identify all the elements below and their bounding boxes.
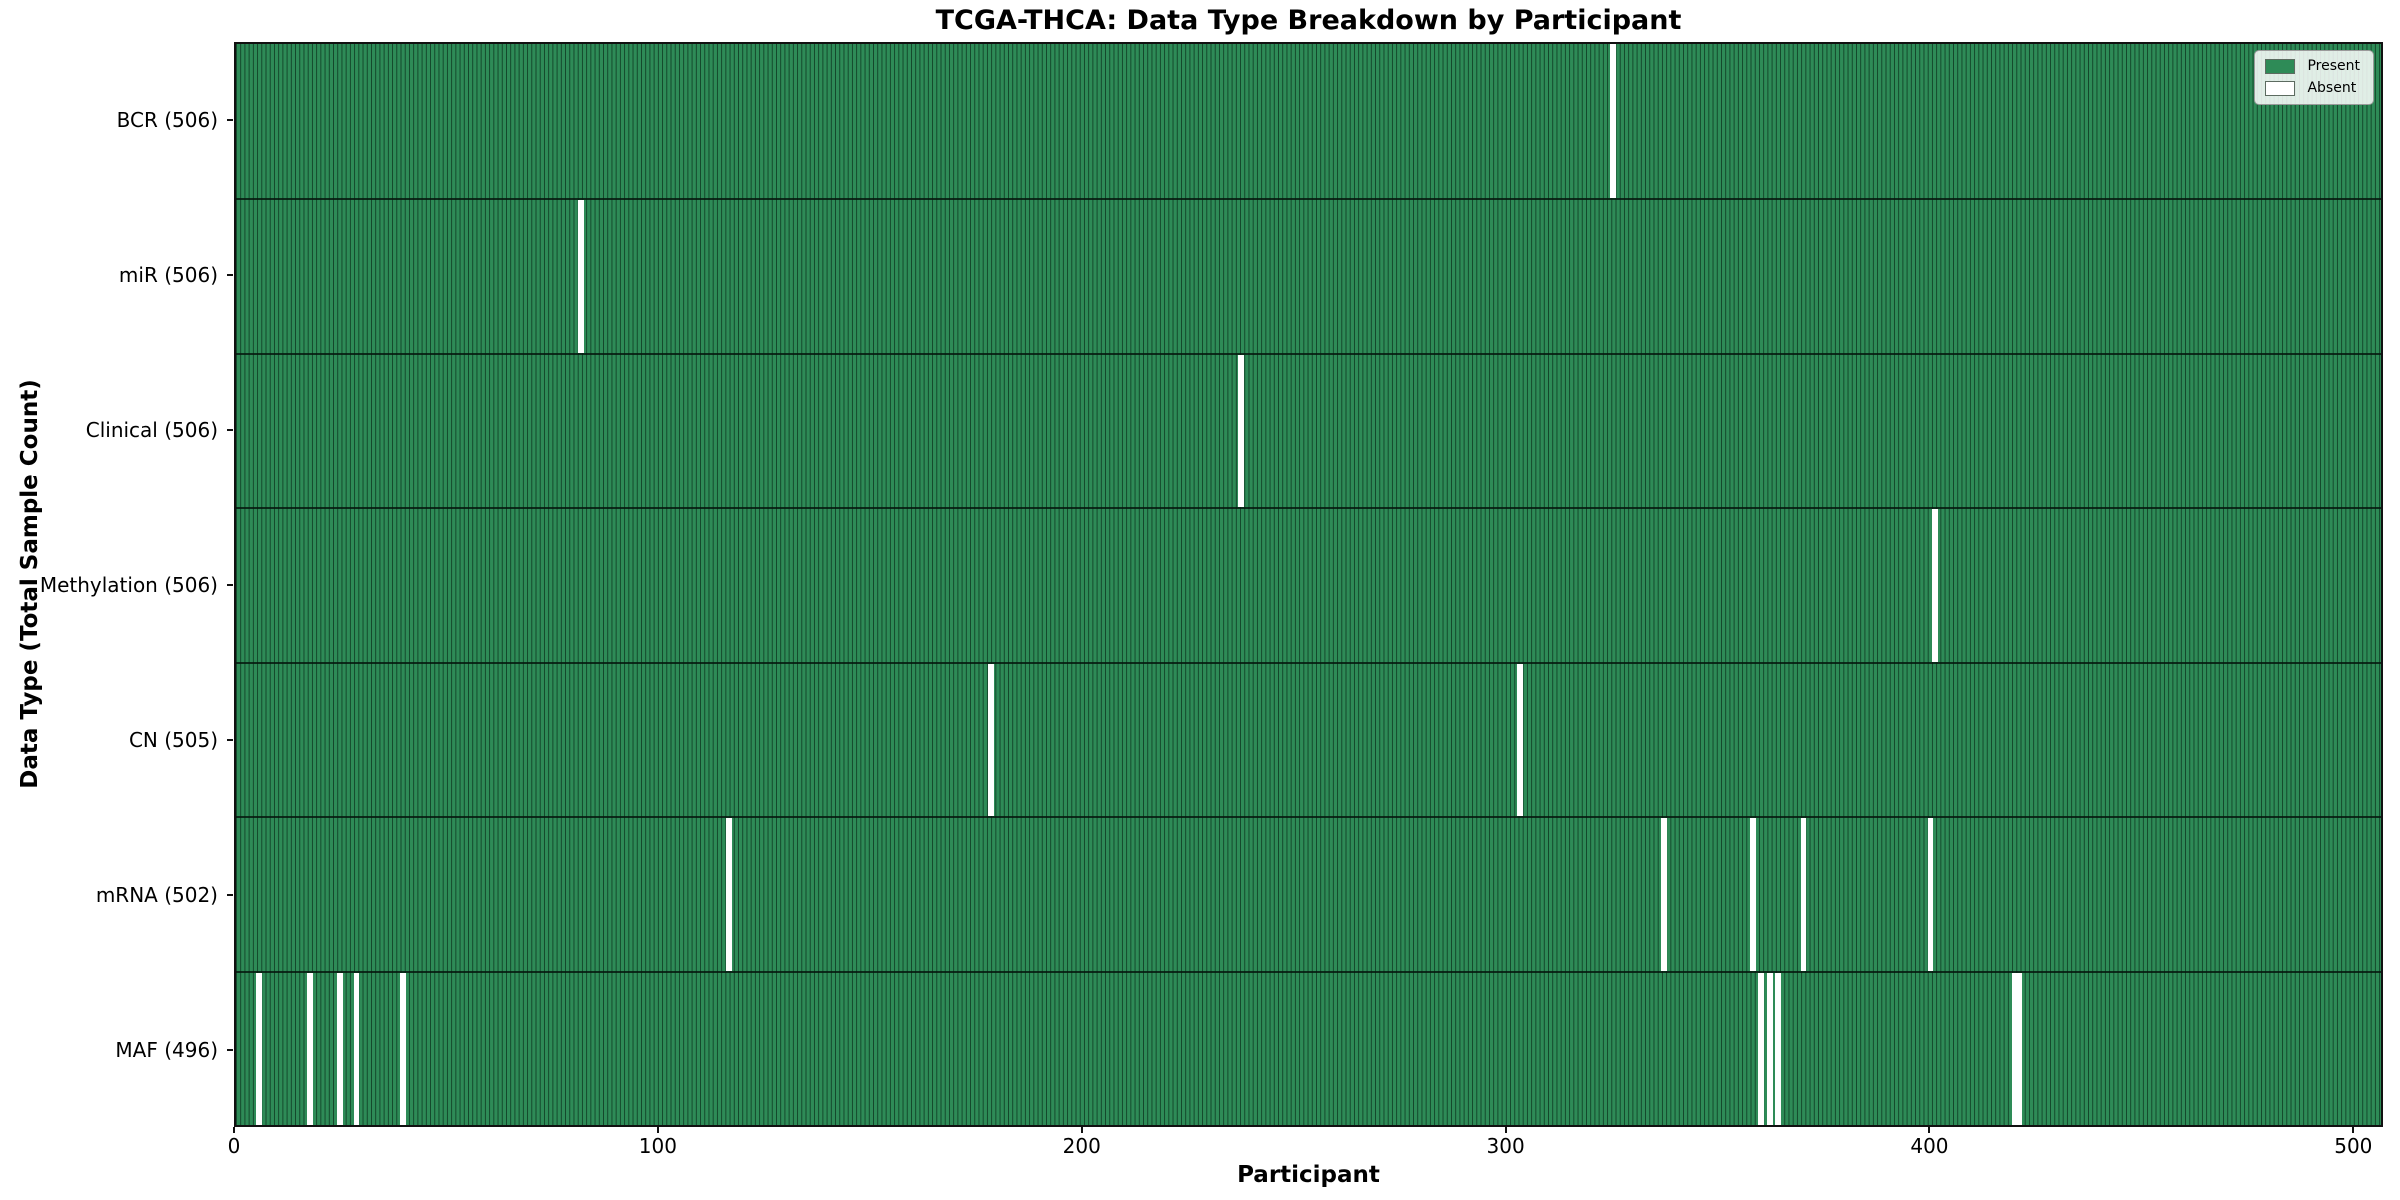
absent-cell xyxy=(577,200,584,353)
ytick-label-cn: CN (505) xyxy=(128,727,218,752)
xtick-mark xyxy=(1504,1127,1507,1133)
heatmap-row-bcr xyxy=(236,44,2381,199)
xtick-mark xyxy=(1928,1127,1931,1133)
legend: Present Absent xyxy=(2254,50,2374,105)
legend-label-absent: Absent xyxy=(2307,80,2357,96)
absent-cell xyxy=(1610,44,1616,199)
xtick-mark xyxy=(2352,1127,2355,1133)
absent-cell xyxy=(988,663,995,817)
ytick-label-mrna: mRNA (502) xyxy=(95,882,218,907)
xtick-label-500: 500 xyxy=(2334,1134,2373,1158)
absent-cell xyxy=(400,972,406,1125)
heatmap-row-mir xyxy=(236,198,2381,353)
xtick-label-0: 0 xyxy=(227,1134,241,1158)
ytick-mark xyxy=(227,738,233,741)
xtick-label-300: 300 xyxy=(1486,1134,1525,1158)
legend-entry-absent: Absent xyxy=(2265,81,2360,96)
heatmap-row-cn xyxy=(236,661,2381,817)
absent-cell xyxy=(1758,972,1765,1125)
heatmap-row-mrna xyxy=(236,816,2381,971)
legend-label-present: Present xyxy=(2307,58,2360,74)
absent-cell xyxy=(1766,972,1773,1125)
absent-cell xyxy=(1931,509,1938,662)
ytick-label-maf: MAF (496) xyxy=(115,1037,218,1062)
heatmap-row-methylation xyxy=(236,507,2381,662)
chart-title: TCGA-THCA: Data Type Breakdown by Partic… xyxy=(935,5,1682,36)
ytick-label-bcr: BCR (506) xyxy=(116,107,218,132)
ytick-mark xyxy=(227,893,233,896)
xtick-mark xyxy=(1080,1127,1083,1133)
legend-entry-present: Present xyxy=(2265,59,2360,74)
absent-cell xyxy=(307,972,313,1125)
xtick-mark xyxy=(656,1127,659,1133)
absent-swatch-icon xyxy=(2265,81,2296,96)
heatmap-row-clinical xyxy=(236,352,2381,508)
absent-cell xyxy=(1927,818,1934,971)
heatmap-row-maf xyxy=(236,970,2381,1125)
ytick-label-clinical: Clinical (506) xyxy=(85,417,218,442)
absent-cell xyxy=(1749,818,1756,971)
ytick-label-methylation: Methylation (506) xyxy=(39,572,218,597)
absent-cell xyxy=(1517,663,1523,817)
present-swatch-icon xyxy=(2265,59,2296,74)
ytick-label-mir: miR (506) xyxy=(118,262,218,287)
absent-cell xyxy=(2016,972,2023,1125)
absent-cell xyxy=(1661,818,1667,971)
xtick-label-200: 200 xyxy=(1062,1134,1101,1158)
absent-cell xyxy=(1775,972,1781,1125)
absent-cell xyxy=(256,972,263,1125)
ytick-mark xyxy=(227,583,233,586)
absent-cell xyxy=(726,818,732,971)
absent-cell xyxy=(2012,972,2018,1125)
xtick-label-400: 400 xyxy=(1910,1134,1949,1158)
ytick-mark xyxy=(227,273,233,276)
ytick-mark xyxy=(227,118,233,121)
absent-cell xyxy=(353,972,360,1125)
absent-cell xyxy=(336,972,343,1125)
ytick-mark xyxy=(227,1048,233,1051)
xtick-mark xyxy=(233,1127,235,1133)
ytick-mark xyxy=(227,428,233,431)
absent-cell xyxy=(1237,354,1244,508)
x-axis-label: Participant xyxy=(1237,1162,1380,1188)
xtick-label-100: 100 xyxy=(638,1134,677,1158)
absent-cell xyxy=(1800,818,1807,971)
plot-area: Present Absent xyxy=(234,42,2383,1127)
